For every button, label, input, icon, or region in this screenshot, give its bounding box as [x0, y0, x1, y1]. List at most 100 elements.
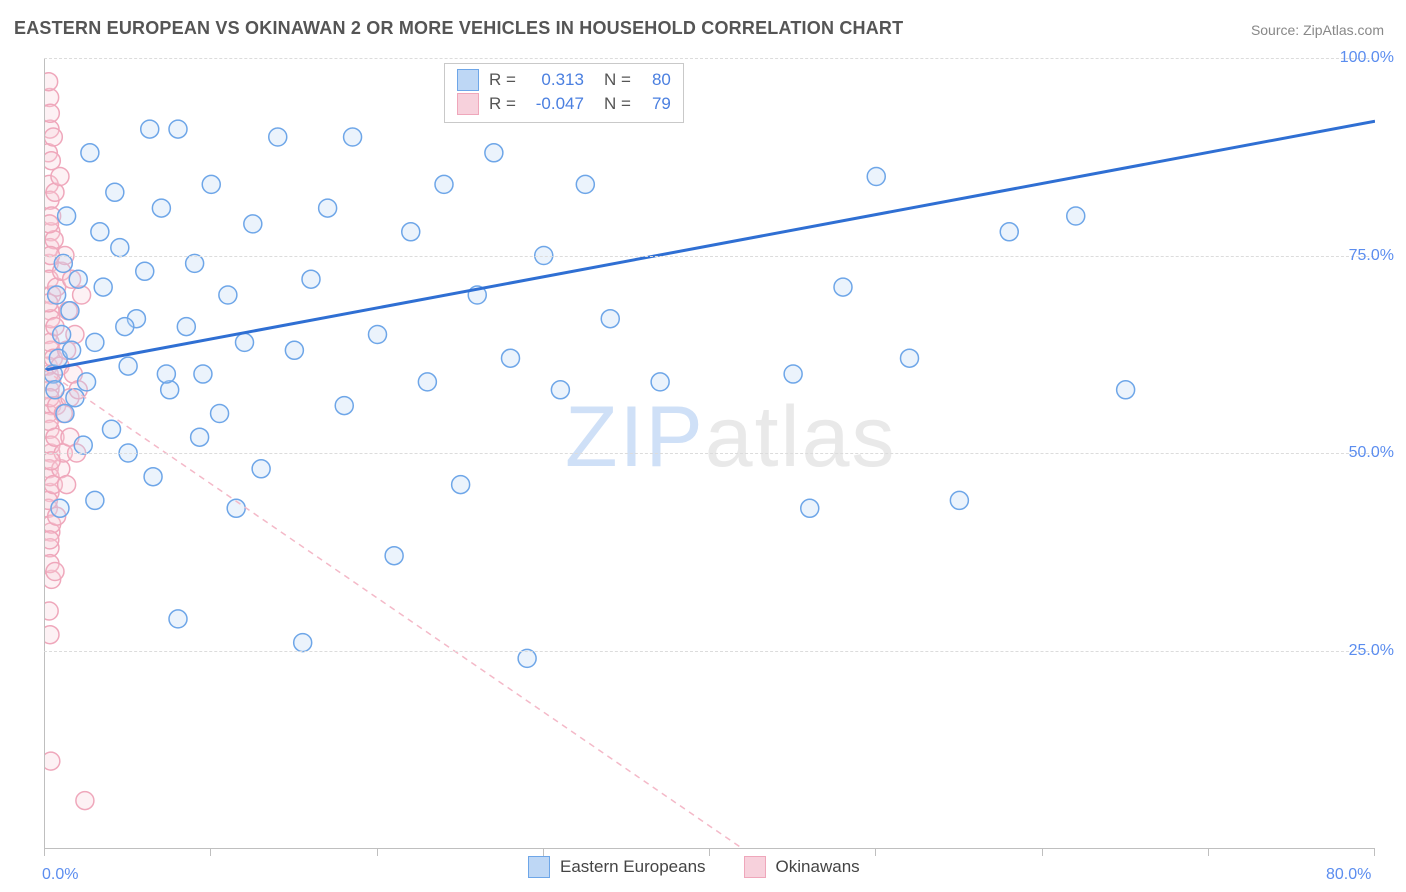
data-point — [157, 365, 175, 383]
data-point — [801, 499, 819, 517]
data-point — [236, 333, 254, 351]
data-point — [61, 302, 79, 320]
y-tick-label: 100.0% — [1340, 49, 1394, 67]
data-point — [51, 168, 69, 186]
data-point — [116, 318, 134, 336]
data-point — [950, 491, 968, 509]
data-point — [244, 215, 262, 233]
data-point — [169, 610, 187, 628]
x-tick-mark — [1208, 848, 1209, 856]
legend-label: Okinawans — [776, 857, 860, 877]
stat-n-value: 80 — [639, 68, 671, 92]
data-point — [76, 792, 94, 810]
data-point — [56, 405, 74, 423]
data-point — [46, 563, 64, 581]
source-name[interactable]: ZipAtlas.com — [1303, 22, 1384, 38]
data-point — [211, 405, 229, 423]
legend-item: Okinawans — [744, 856, 860, 878]
data-point — [194, 365, 212, 383]
data-point — [63, 341, 81, 359]
x-tick-mark — [1042, 848, 1043, 856]
data-point — [45, 152, 60, 170]
data-point — [136, 262, 154, 280]
data-point — [73, 286, 91, 304]
data-point — [302, 270, 320, 288]
data-point — [601, 310, 619, 328]
data-point — [369, 326, 387, 344]
stat-r-label: R = — [489, 68, 516, 92]
data-point — [202, 175, 220, 193]
x-tick-mark — [543, 848, 544, 856]
stat-swatch — [457, 93, 479, 115]
data-point — [45, 626, 59, 644]
stat-swatch — [457, 69, 479, 91]
y-gridline — [44, 651, 1374, 652]
trend-line — [45, 121, 1375, 370]
data-point — [576, 175, 594, 193]
stat-n-value: 79 — [639, 92, 671, 116]
stat-n-label: N = — [604, 92, 631, 116]
data-point — [45, 73, 58, 91]
legend-item: Eastern Europeans — [528, 856, 706, 878]
data-point — [45, 452, 60, 470]
chart-title: EASTERN EUROPEAN VS OKINAWAN 2 OR MORE V… — [14, 18, 903, 39]
legend-label: Eastern Europeans — [560, 857, 706, 877]
data-point — [177, 318, 195, 336]
data-point — [418, 373, 436, 391]
data-point — [86, 333, 104, 351]
x-tick-mark — [875, 848, 876, 856]
data-point — [402, 223, 420, 241]
x-tick-mark — [44, 848, 45, 856]
data-point — [78, 373, 96, 391]
x-tick-mark — [210, 848, 211, 856]
data-point — [186, 254, 204, 272]
legend-swatch — [744, 856, 766, 878]
data-point — [784, 365, 802, 383]
data-point — [45, 104, 59, 122]
y-gridline — [44, 58, 1374, 59]
source-attribution: Source: ZipAtlas.com — [1251, 22, 1384, 38]
data-point — [518, 649, 536, 667]
data-point — [161, 381, 179, 399]
data-point — [45, 128, 62, 146]
x-tick-mark — [1374, 848, 1375, 856]
data-point — [651, 373, 669, 391]
y-tick-label: 75.0% — [1349, 247, 1394, 265]
data-point — [485, 144, 503, 162]
data-point — [45, 215, 58, 233]
legend-swatch — [528, 856, 550, 878]
x-tick-label: 0.0% — [42, 866, 78, 884]
y-axis-label: 2 or more Vehicles in Household — [0, 332, 4, 548]
x-tick-label: 80.0% — [1326, 866, 1371, 884]
data-point — [169, 120, 187, 138]
stat-row: R =-0.047N =79 — [457, 92, 671, 116]
data-point — [1067, 207, 1085, 225]
data-point — [51, 499, 69, 517]
data-point — [191, 428, 209, 446]
stat-row: R =0.313N =80 — [457, 68, 671, 92]
data-point — [69, 270, 87, 288]
data-point — [144, 468, 162, 486]
data-point — [152, 199, 170, 217]
y-tick-label: 25.0% — [1349, 642, 1394, 660]
data-point — [385, 547, 403, 565]
data-point — [48, 286, 66, 304]
y-gridline — [44, 453, 1374, 454]
data-point — [53, 326, 71, 344]
data-point — [119, 357, 137, 375]
data-point — [834, 278, 852, 296]
data-point — [58, 476, 76, 494]
data-point — [551, 381, 569, 399]
data-point — [319, 199, 337, 217]
stat-r-label: R = — [489, 92, 516, 116]
data-point — [45, 752, 60, 770]
data-point — [294, 634, 312, 652]
data-point — [46, 381, 64, 399]
data-point — [58, 207, 76, 225]
data-point — [502, 349, 520, 367]
x-tick-mark — [377, 848, 378, 856]
data-point — [81, 144, 99, 162]
data-point — [1117, 381, 1135, 399]
data-point — [344, 128, 362, 146]
data-point — [91, 223, 109, 241]
